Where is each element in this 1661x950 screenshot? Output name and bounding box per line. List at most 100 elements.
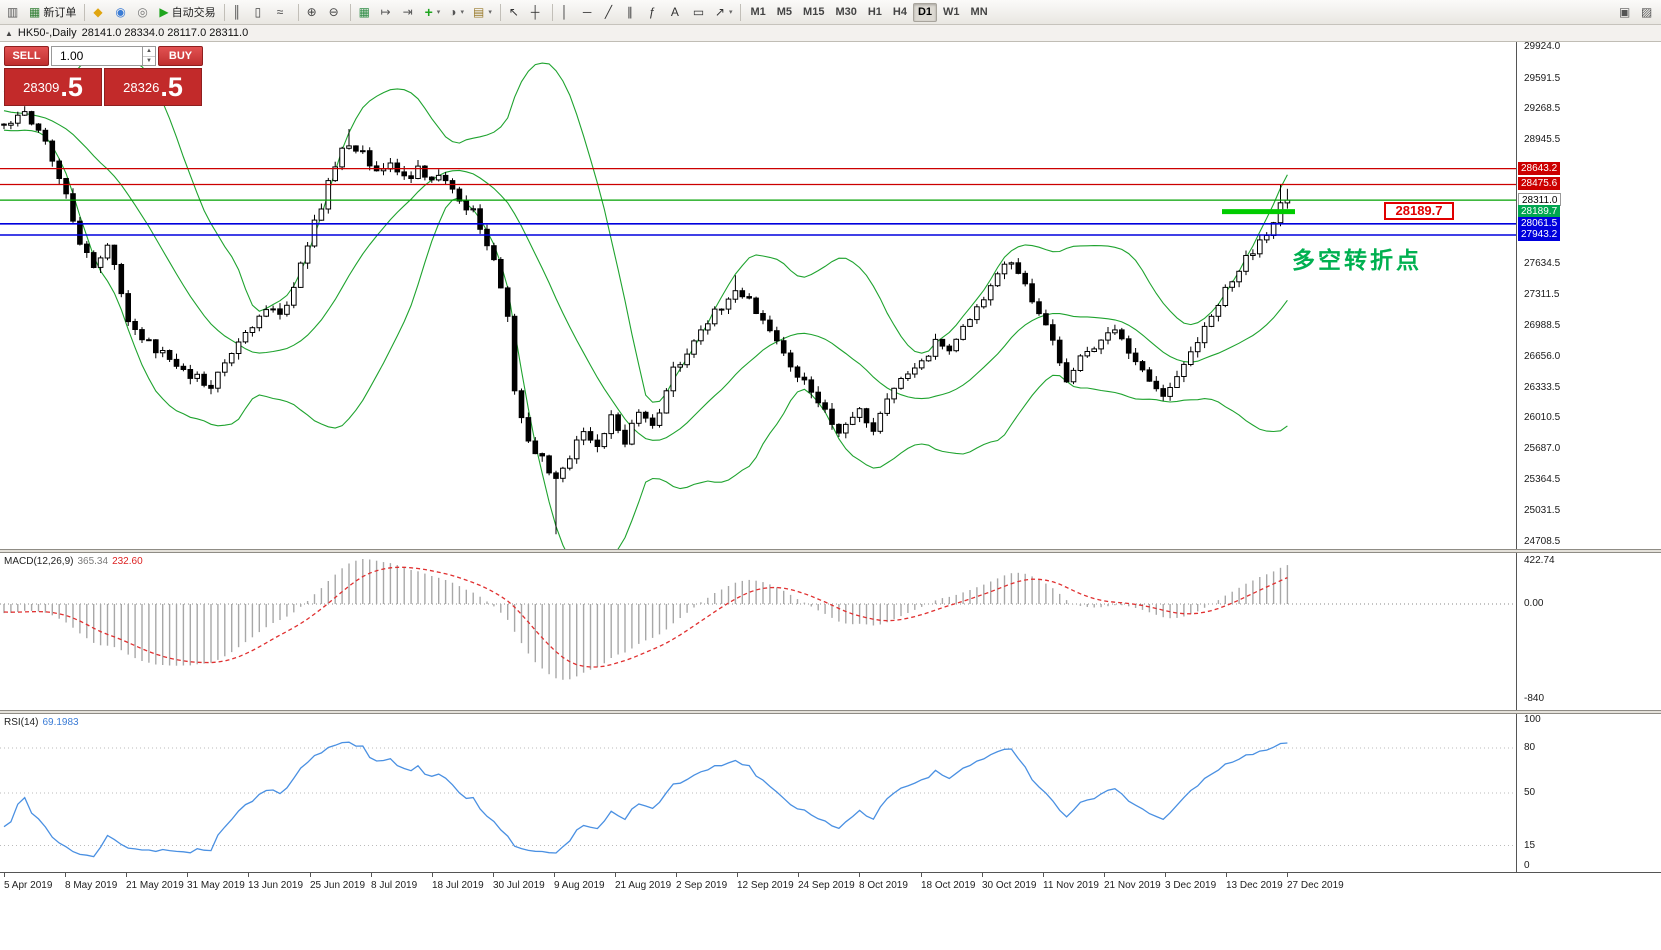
panel-separator[interactable] [0, 549, 1661, 553]
time-axis-label: 11 Nov 2019 [1043, 880, 1099, 891]
macd-main-value: 365.34 [77, 556, 109, 567]
timeframe-m15-button[interactable]: M15 [803, 6, 825, 18]
price-axis-label: 27311.5 [1524, 289, 1560, 300]
cursor-icon[interactable]: ↖ [505, 2, 526, 23]
buy-button[interactable]: BUY [158, 46, 203, 66]
candlestick-mode-icon[interactable]: ▯ [251, 2, 272, 23]
timeframe-h4-button[interactable]: H4 [892, 6, 907, 18]
timeframe-d1-button[interactable]: D1 [912, 2, 938, 22]
timeframe-m1-button[interactable]: M1 [750, 6, 766, 18]
time-axis-tick [432, 873, 433, 877]
price-axis-label: 26988.5 [1524, 320, 1561, 331]
vertical-line-icon[interactable]: │ [557, 2, 578, 23]
time-axis-tick [371, 873, 372, 877]
time-axis-label: 24 Sep 2019 [798, 880, 855, 891]
time-axis-tick [248, 873, 249, 877]
rsi-panel[interactable] [0, 714, 1516, 872]
arrows-icon[interactable]: ↗ ▾ [711, 2, 737, 23]
chart-shift-icon: ⇥ [402, 5, 413, 19]
chart-shift-icon[interactable]: ⇥ [399, 2, 420, 23]
auto-scroll-icon: ↦ [380, 5, 391, 19]
channel-icon[interactable]: ∥ [623, 2, 644, 23]
new-order-button[interactable]: ▦ 新订单 [25, 2, 80, 23]
periods-icon[interactable]: ◑ ▾ [445, 2, 468, 23]
timeframe-w1-button[interactable]: W1 [943, 6, 960, 18]
time-axis-label: 18 Jul 2019 [432, 880, 484, 891]
autotrading-play-icon: ▶ [159, 5, 169, 19]
time-axis-tick [1043, 873, 1044, 877]
window-layout-icon: ▣ [1619, 5, 1631, 19]
time-axis-tick [1104, 873, 1105, 877]
new-order-icon: ▦ [29, 5, 41, 19]
macd-panel[interactable] [0, 553, 1516, 710]
window-layout-icon[interactable]: ▣ [1615, 2, 1636, 23]
time-axis-label: 9 Aug 2019 [554, 880, 605, 891]
timeframe-m30-button[interactable]: M30 [835, 6, 857, 18]
buy-price-display[interactable]: 28326.5 [104, 68, 202, 106]
volume-value: 1.00 [60, 49, 84, 63]
line-chart-mode-icon[interactable]: ≈ [273, 2, 294, 23]
horizontal-line-icon[interactable]: ─ [579, 2, 600, 23]
time-axis-label: 31 May 2019 [187, 880, 245, 891]
zoom-out-icon: ⊖ [328, 5, 339, 19]
rsi-axis-label: 100 [1524, 714, 1541, 725]
tile-windows-icon[interactable]: ▦ [355, 2, 376, 23]
fibonacci-icon: ƒ [648, 5, 656, 19]
price-axis[interactable]: 29924.0 29591.5 29268.5 28945.5 27634.5 27311… [1516, 41, 1661, 549]
time-axis[interactable]: 5 Apr 2019 8 May 2019 21 May 2019 31 May 20… [0, 872, 1661, 950]
price-level-tag: 28475.6 [1518, 177, 1561, 190]
auto-scroll-icon[interactable]: ↦ [377, 2, 398, 23]
price-chart[interactable] [0, 42, 1516, 573]
zoom-in-icon[interactable]: ⊕ [303, 2, 324, 23]
new-chart-icon[interactable]: ▥ [3, 2, 24, 23]
favorites-icon[interactable]: ◆ [89, 2, 110, 23]
edit-icon[interactable]: ▨ [1637, 2, 1658, 23]
text-icon[interactable]: A [667, 2, 688, 23]
volume-input[interactable]: 1.00 ▲ ▼ [51, 46, 156, 66]
sell-price-int: 28309 [23, 79, 60, 95]
templates-icon[interactable]: ▤ ▾ [469, 2, 496, 23]
price-axis-label: 25364.5 [1524, 474, 1561, 485]
timeframe-m5-button[interactable]: M5 [776, 6, 793, 18]
time-axis-tick [737, 873, 738, 877]
autotrading-button[interactable]: ▶ 自动交易 [155, 2, 219, 23]
search-icon[interactable]: ◎ [133, 2, 154, 23]
volume-stepper[interactable]: ▲ ▼ [142, 47, 155, 65]
toolbar-separator [551, 3, 553, 21]
time-axis-tick [859, 873, 860, 877]
macd-axis[interactable]: 422.74 0.00 -840 [1516, 553, 1661, 710]
time-axis-label: 21 Nov 2019 [1104, 880, 1161, 891]
label-icon[interactable]: ▭ [689, 2, 710, 23]
price-level-tag: 28643.2 [1518, 162, 1561, 175]
toolbar-separator [297, 3, 299, 21]
macd-svg [0, 559, 1516, 680]
time-axis-label: 13 Jun 2019 [248, 880, 304, 891]
panel-separator[interactable] [0, 710, 1661, 714]
cursor-icon: ↖ [508, 5, 519, 19]
bar-chart-mode-icon[interactable]: ║ [229, 2, 250, 23]
bar-chart-mode-icon: ║ [232, 5, 242, 19]
timeframe-h1-button[interactable]: H1 [867, 6, 882, 18]
dropdown-caret-icon: ▾ [436, 9, 441, 16]
vertical-line-icon: │ [560, 5, 569, 19]
trendline-icon[interactable]: ╱ [601, 2, 622, 23]
sell-button[interactable]: SELL [4, 46, 49, 66]
timeframe-mn-button[interactable]: MN [970, 6, 988, 18]
time-axis-tick [615, 873, 616, 877]
price-level-tag: 28189.7 [1518, 205, 1561, 218]
sell-price-display[interactable]: 28309.5 [4, 68, 102, 106]
zoom-out-icon[interactable]: ⊖ [325, 2, 346, 23]
community-icon[interactable]: ◉ [111, 2, 132, 23]
chart-title-bar[interactable]: ▲ HK50-,Daily 28141.0 28334.0 28117.0 28… [0, 25, 1661, 42]
fibonacci-icon[interactable]: ƒ [645, 2, 666, 23]
price-axis-label: 25031.5 [1524, 505, 1561, 516]
rsi-axis[interactable]: 100 80 50 15 0 [1516, 714, 1661, 872]
volume-decrease-icon[interactable]: ▼ [146, 57, 152, 64]
macd-name: MACD(12,26,9) [4, 556, 74, 567]
volume-increase-icon[interactable]: ▲ [143, 47, 155, 57]
price-axis-label: 28945.5 [1524, 134, 1561, 145]
rsi-axis-label: 50 [1524, 787, 1536, 798]
indicators-icon[interactable]: + ▾ [421, 2, 445, 23]
crosshair-icon[interactable]: ┼ [527, 2, 548, 23]
